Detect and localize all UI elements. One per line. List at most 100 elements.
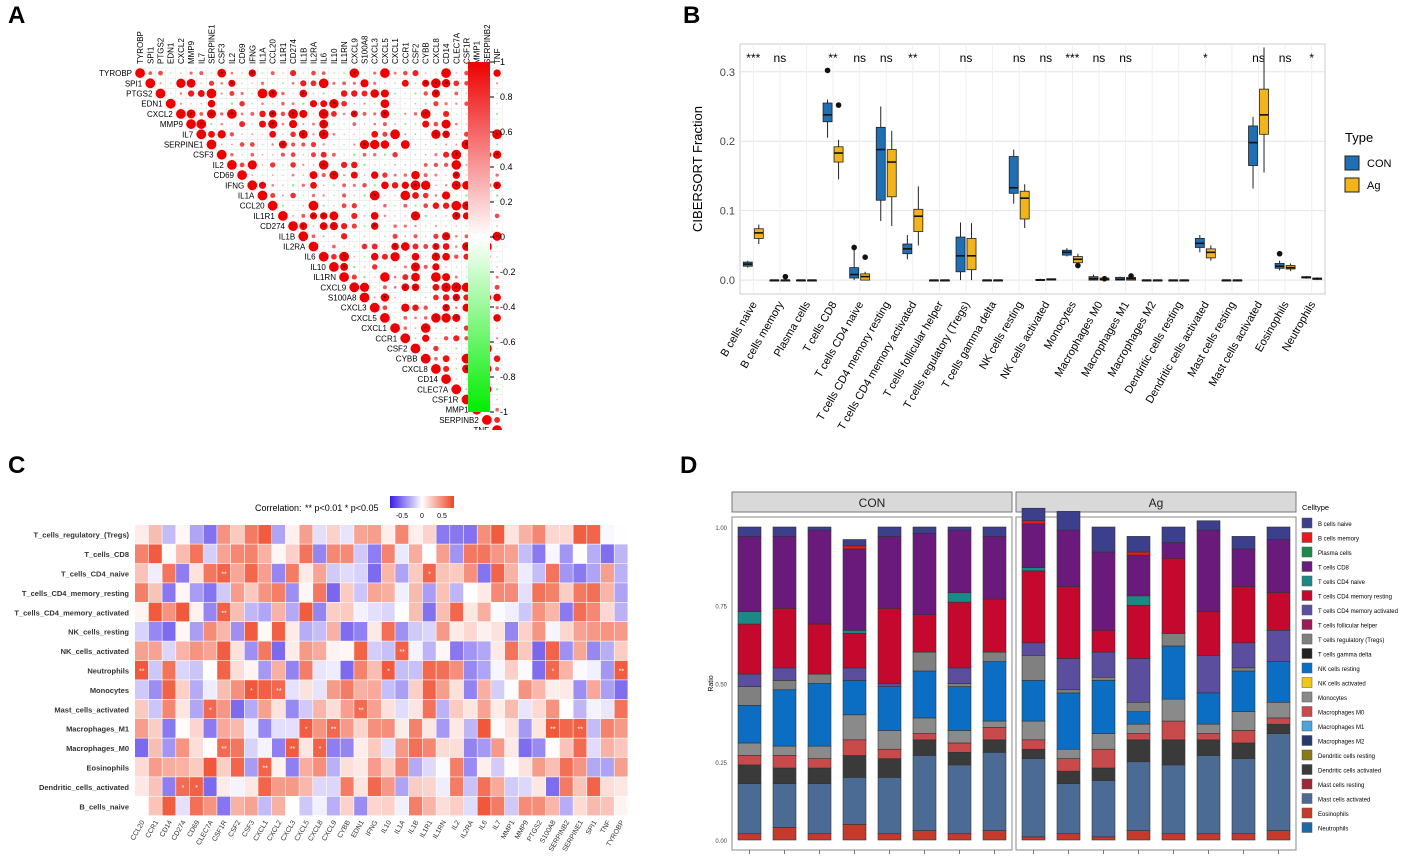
stacked-segment (947, 730, 972, 744)
row-label: IL2 (213, 161, 225, 170)
stacked-segment (1021, 836, 1046, 841)
significance-star: ** (262, 766, 268, 773)
y-axis-label: Ratio (708, 675, 715, 691)
heatmap-cell (313, 525, 327, 544)
heatmap-cell (285, 563, 299, 583)
column-label: IL2RA (310, 41, 319, 64)
correlation-circle (413, 112, 418, 116)
significance-label: ns (1279, 51, 1292, 65)
correlation-circle (496, 266, 498, 268)
legend-significance: ** p<0.01 * p<0.05 (305, 503, 379, 513)
correlation-circle (380, 313, 390, 323)
significance-star: * (190, 112, 193, 119)
column-label: SPI1 (585, 819, 599, 836)
correlation-circle (302, 153, 305, 156)
correlation-circle (424, 214, 427, 218)
heatmap-cell (244, 583, 258, 602)
heatmap-cell (573, 641, 587, 661)
correlation-circle (455, 378, 458, 380)
legend-label: T cells gamma delta (1318, 653, 1372, 659)
legend-label: Macrophages M1 (1318, 725, 1365, 731)
heatmap-cell (450, 719, 464, 738)
heatmap-cell (532, 719, 546, 738)
correlation-circle (309, 100, 318, 108)
correlation-circle (454, 245, 458, 248)
heatmap-cell (244, 660, 258, 680)
heatmap-cell (450, 777, 464, 796)
heatmap-cell (367, 777, 381, 796)
heatmap-cell (148, 602, 162, 622)
legend-swatch (1301, 793, 1313, 804)
correlation-circle (443, 151, 450, 158)
heatmap-cell (436, 563, 450, 583)
correlation-circle (414, 164, 417, 166)
heatmap-cell (614, 738, 628, 758)
correlation-circle (442, 202, 450, 209)
heatmap-cell (395, 777, 409, 796)
correlation-circle (380, 99, 390, 109)
heatmap-cell (176, 602, 190, 622)
heatmap-cell (409, 641, 423, 661)
heatmap-cell (573, 660, 587, 680)
heatmap-cell (409, 660, 423, 680)
correlation-circle (394, 296, 396, 299)
heatmap-cell (135, 738, 149, 758)
stacked-segment (772, 608, 797, 669)
heatmap-cell (587, 544, 601, 564)
correlation-circle (465, 225, 468, 227)
correlation-circle (351, 203, 357, 209)
colorbar-tick-label: 0.2 (500, 197, 513, 207)
heatmap-cell (463, 622, 477, 641)
colorbar-tick-label: 1 (500, 57, 505, 67)
correlation-circle (179, 92, 183, 95)
heatmap-cell (230, 796, 244, 816)
correlation-circle (380, 272, 390, 282)
correlation-circle (339, 251, 349, 262)
correlation-circle (431, 272, 441, 282)
heatmap-cell (162, 738, 176, 758)
correlation-circle (412, 243, 419, 250)
heatmap-cell (258, 641, 272, 661)
significance-star: * (210, 112, 213, 119)
heatmap-cell (436, 641, 450, 661)
significance-star: * (363, 143, 366, 150)
correlation-circle (463, 325, 470, 331)
heatmap-cell (504, 777, 518, 796)
correlation-circle (495, 388, 499, 391)
stacked-segment (1266, 539, 1291, 594)
stacked-segment (772, 536, 797, 609)
stacked-segment (1126, 830, 1151, 841)
correlation-circle (320, 100, 328, 108)
heatmap-cell (176, 583, 190, 602)
correlation-circle (281, 82, 284, 85)
correlation-circle (290, 70, 297, 77)
correlation-circle (302, 163, 305, 167)
correlation-circle (343, 245, 345, 248)
correlation-circle (312, 113, 315, 115)
heatmap-cell (600, 583, 614, 602)
heatmap-cell (573, 602, 587, 622)
y-tick-label: 0.3 (720, 67, 735, 79)
heatmap-cell (217, 719, 231, 738)
correlation-circle (271, 153, 274, 156)
row-label: T_cells_regulatory_(Tregs) (34, 531, 130, 540)
correlation-circle (465, 276, 468, 278)
row-label: IL10 (310, 263, 326, 272)
correlation-circle (451, 160, 462, 170)
correlation-circle (269, 130, 277, 138)
stacked-segment (1231, 536, 1256, 550)
heatmap-cell (532, 680, 546, 699)
stacked-segment (1091, 526, 1116, 553)
heatmap-cell (299, 738, 313, 758)
heatmap-cell (409, 796, 423, 816)
significance-star: * (445, 132, 448, 139)
heatmap-cell (217, 757, 231, 777)
heatmap-cell (436, 602, 450, 622)
correlation-circle (495, 337, 499, 340)
correlation-circle (169, 82, 172, 85)
correlation-circle (353, 102, 356, 105)
row-label: SERPINE1 (164, 141, 204, 150)
heatmap-cell (573, 738, 587, 758)
significance-star: * (292, 112, 295, 119)
heatmap-cell (504, 680, 518, 699)
